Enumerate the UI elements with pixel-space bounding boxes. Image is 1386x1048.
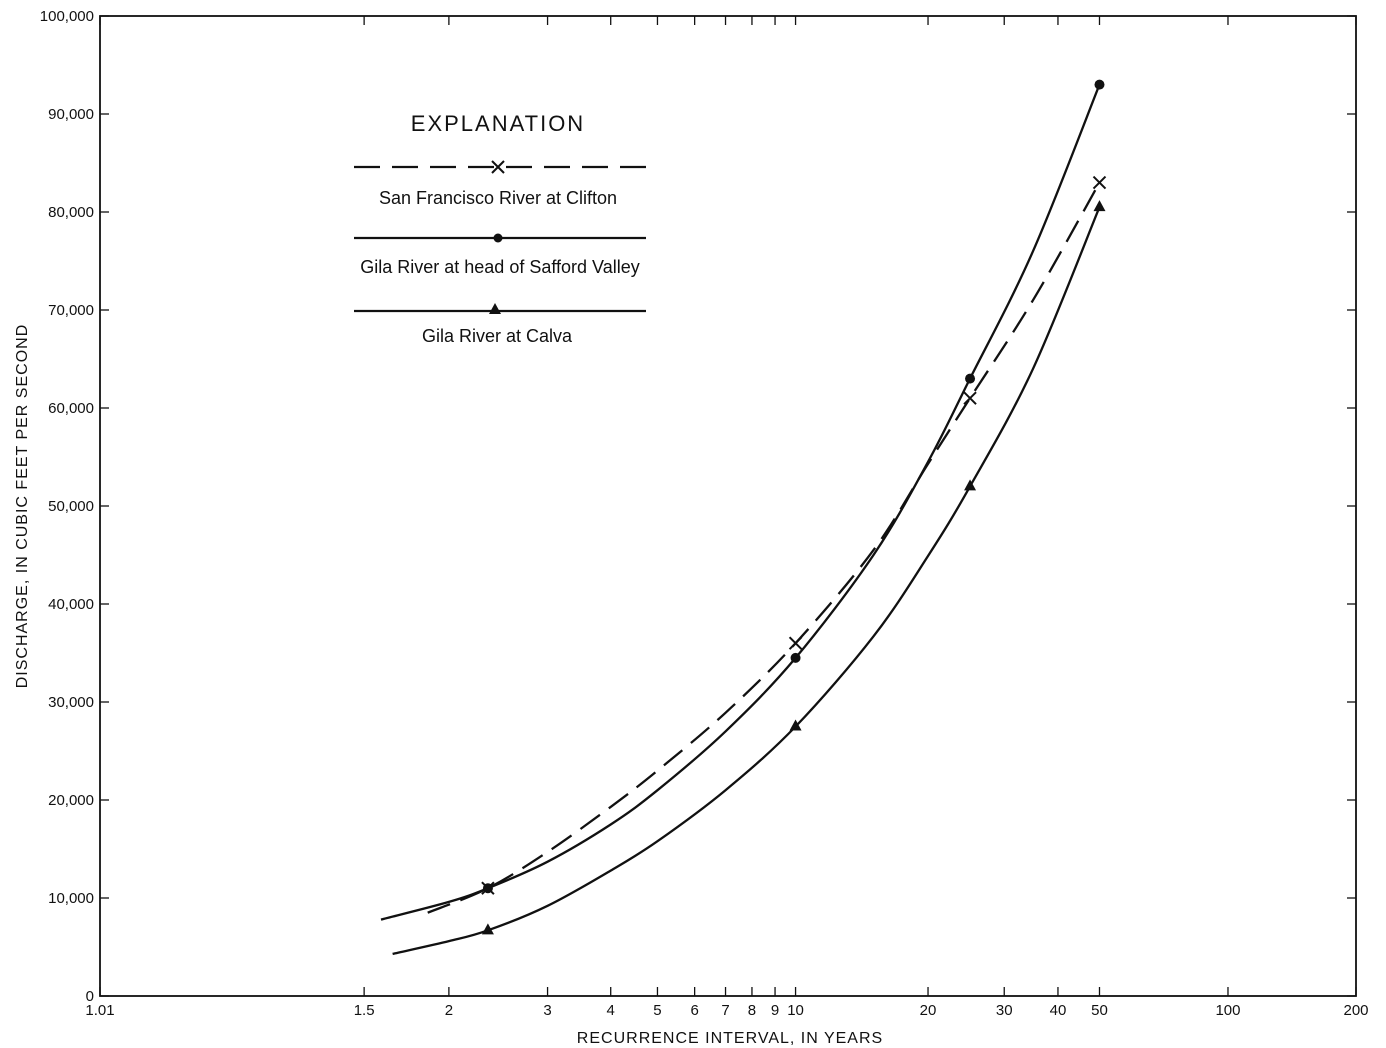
data-point-triangle-marker — [789, 719, 802, 731]
series-line-2 — [392, 206, 1101, 956]
y-tick-label: 60,000 — [48, 400, 94, 417]
data-point-circle-marker — [790, 652, 801, 663]
x-tick-label: 200 — [1343, 1002, 1368, 1019]
axis-tick-labels: 1.01 1.5 2 3 4 5 6 7 8 9 10 20 30 40 50 100 200 0 10,000 20… — [40, 8, 1369, 1019]
legend-title: EXPLANATION — [411, 111, 585, 136]
x-tick-label: 50 — [1091, 1002, 1108, 1019]
y-tick-label: 10,000 — [48, 890, 94, 907]
x-tick-label: 40 — [1050, 1002, 1067, 1019]
y-tick-label: 50,000 — [48, 498, 94, 515]
x-tick-label: 100 — [1215, 1002, 1240, 1019]
x-tick-label: 30 — [996, 1002, 1013, 1019]
y-tick-label: 20,000 — [48, 792, 94, 809]
series-line-1 — [380, 84, 1101, 921]
x-tick-label: 7 — [721, 1002, 729, 1019]
x-tick-label: 1.01 — [85, 1002, 114, 1019]
legend-marker-safford — [493, 233, 503, 243]
y-tick-label: 30,000 — [48, 694, 94, 711]
x-tick-label: 4 — [607, 1002, 615, 1019]
x-axis-title: RECURRENCE INTERVAL, IN YEARS — [577, 1030, 883, 1047]
axis-ticks — [99, 15, 1357, 997]
series-lines — [380, 84, 1101, 956]
series-line-0 — [427, 182, 1101, 914]
x-tick-label: 20 — [920, 1002, 937, 1019]
data-point-x-marker — [963, 391, 977, 405]
x-marker-stroke — [963, 391, 977, 405]
series-markers — [481, 79, 1107, 935]
y-tick-label: 90,000 — [48, 106, 94, 123]
data-point-circle-marker — [965, 373, 976, 384]
data-point-circle-marker — [482, 883, 493, 894]
y-axis-title: DISCHARGE, IN CUBIC FEET PER SECOND — [14, 324, 31, 689]
x-marker-stroke — [1092, 175, 1107, 190]
x-tick-label: 8 — [748, 1002, 756, 1019]
y-tick-label: 40,000 — [48, 596, 94, 613]
data-point-triangle-marker — [964, 479, 977, 491]
y-tick-label: 100,000 — [40, 8, 94, 25]
data-point-triangle-marker — [1093, 200, 1106, 212]
data-point-triangle-marker — [481, 923, 494, 935]
x-tick-label: 6 — [690, 1002, 698, 1019]
x-tick-label: 3 — [543, 1002, 551, 1019]
plot-frame — [99, 15, 1357, 997]
data-point-x-marker — [788, 636, 803, 650]
x-tick-label: 9 — [771, 1002, 779, 1019]
x-tick-label: 1.5 — [354, 1002, 375, 1019]
x-tick-label: 10 — [787, 1002, 804, 1019]
x-tick-label: 2 — [445, 1002, 453, 1019]
data-point-circle-marker — [1094, 79, 1105, 90]
y-tick-label: 70,000 — [48, 302, 94, 319]
legend-label-clifton: San Francisco River at Clifton — [379, 188, 617, 208]
legend-marker-calva — [489, 303, 501, 314]
y-tick-label: 0 — [86, 988, 94, 1005]
y-tick-label: 80,000 — [48, 204, 94, 221]
legend-label-safford: Gila River at head of Safford Valley — [360, 257, 639, 277]
data-point-x-marker — [1092, 175, 1107, 190]
legend-label-calva: Gila River at Calva — [422, 326, 573, 346]
x-marker-stroke — [788, 636, 803, 650]
legend: EXPLANATION San Francisco River at Clift… — [354, 111, 646, 346]
legend-marker-clifton — [491, 160, 505, 174]
x-tick-label: 5 — [653, 1002, 661, 1019]
